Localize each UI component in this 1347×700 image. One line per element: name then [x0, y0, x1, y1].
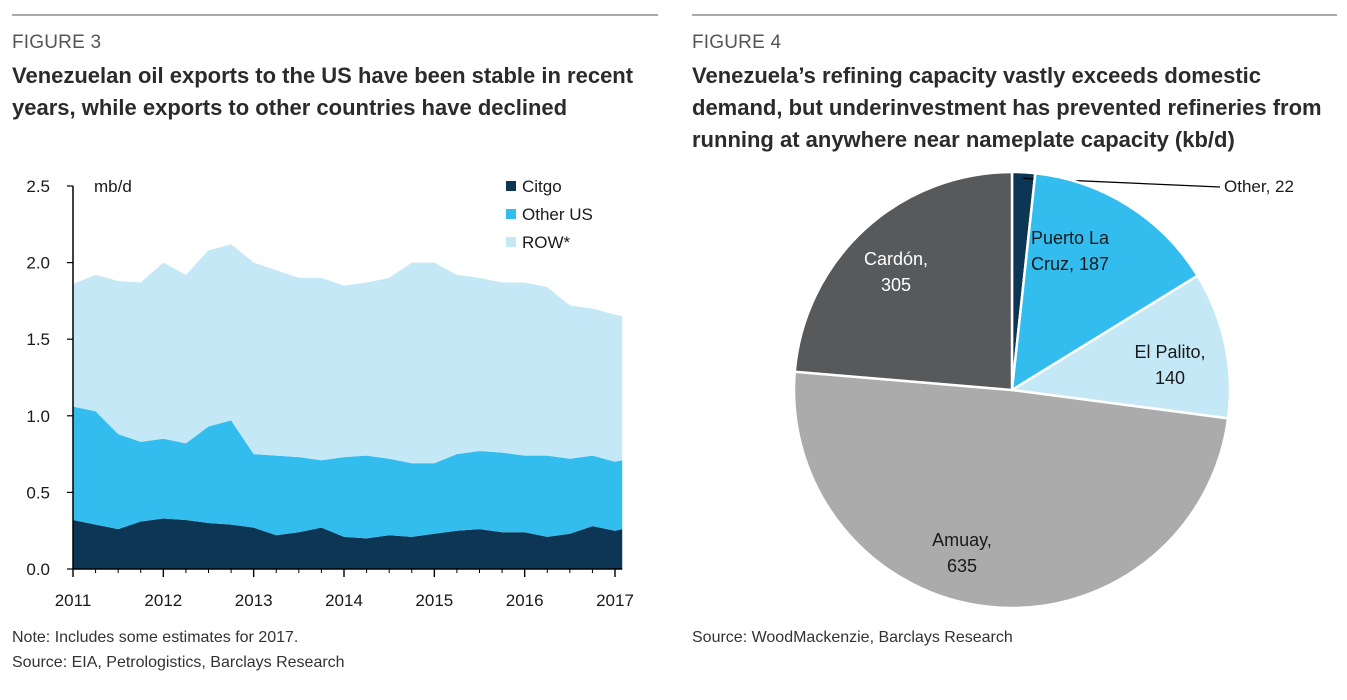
pie-label-line: 305 [881, 275, 911, 295]
pie-label-amuay: Amuay, 635 [932, 530, 992, 576]
figure-label: FIGURE 3 [12, 32, 102, 53]
y-tick-label: 1.5 [26, 330, 50, 349]
y-tick-label: 0.5 [26, 483, 50, 502]
legend-label: Citgo [522, 177, 562, 196]
figure-notes: Source: WoodMackenzie, Barclays Research [692, 625, 1013, 650]
x-tick-label: 2015 [415, 591, 453, 610]
pie-label-line: El Palito, [1134, 342, 1205, 362]
source-line: Source: WoodMackenzie, Barclays Research [692, 629, 1013, 646]
series-area-row [73, 244, 623, 464]
x-tick-label: 2017 [596, 591, 634, 610]
series-area-citgo [73, 518, 623, 569]
pie-slice-el-palito [1008, 273, 1232, 420]
legend-swatch [506, 181, 516, 191]
title-line: demand, but underinvestment has prevente… [692, 95, 1322, 120]
series-area-other-us [73, 406, 623, 539]
pie-label-line: Amuay, [932, 530, 992, 550]
pie-label-line: 635 [947, 556, 977, 576]
title-line: running at anywhere near nameplate capac… [692, 127, 1235, 152]
x-tick-label: 2013 [235, 591, 273, 610]
pie-label-line: Cardón, [864, 249, 928, 269]
title-line: Venezuelan oil exports to the US have be… [12, 63, 634, 88]
figure-label: FIGURE 4 [692, 32, 782, 53]
x-tick-label: 2016 [506, 591, 544, 610]
source-line: Source: EIA, Petrologistics, Barclays Re… [12, 654, 345, 671]
x-tick-label: 2014 [325, 591, 363, 610]
pie-label-line: Cruz, 187 [1031, 254, 1109, 274]
note-line: Note: Includes some estimates for 2017. [12, 629, 299, 646]
pie-chart: Other, 22 Puerto La Cruz, 187 El Palito, 140… [792, 170, 1294, 610]
legend-swatch [506, 209, 516, 219]
stacked-area-chart: 2.5 2.0 1.5 1.0 0.5 0.0 2011 2012 2013 2014 2015 20… [26, 177, 634, 610]
y-tick-label: 2.0 [26, 254, 50, 273]
title-line: years, while exports to other countries … [12, 95, 568, 120]
legend-label: Other US [522, 205, 593, 224]
title-line: Venezuela’s refining capacity vastly exc… [692, 63, 1262, 88]
pie-label-puerto-la-cruz: Puerto La Cruz, 187 [1031, 228, 1110, 274]
legend-label: ROW* [522, 233, 571, 252]
x-tick-label: 2011 [55, 591, 92, 610]
figure-notes: Note: Includes some estimates for 2017. … [12, 625, 345, 675]
pie-slice-puerto-la-cruz [1010, 171, 1200, 393]
pie-slice-card-n [793, 170, 1014, 392]
pie-label-el-palito: El Palito, 140 [1134, 342, 1205, 388]
figure-title: Venezuela’s refining capacity vastly exc… [692, 60, 1322, 156]
y-unit-label: mb/d [94, 177, 132, 196]
figure-4-panel: FIGURE 4 Venezuela’s refining capacity v… [692, 0, 1337, 700]
pie-slice-amuay [792, 370, 1230, 610]
legend-swatch [506, 237, 516, 247]
pie-label-card-n: Cardón, 305 [864, 249, 928, 295]
top-rule [12, 14, 658, 16]
figure-3-panel: FIGURE 3 Venezuelan oil exports to the U… [12, 0, 658, 700]
y-tick-label: 0.0 [26, 560, 50, 579]
top-rule [692, 14, 1337, 16]
pie-label-line: Puerto La [1031, 228, 1110, 248]
pie-label-line: 140 [1155, 368, 1185, 388]
x-tick-label: 2012 [144, 591, 182, 610]
figure-title: Venezuelan oil exports to the US have be… [12, 60, 633, 124]
y-tick-label: 2.5 [26, 177, 50, 196]
pie-label-other: Other, 22 [1224, 177, 1294, 196]
y-tick-label: 1.0 [26, 407, 50, 426]
